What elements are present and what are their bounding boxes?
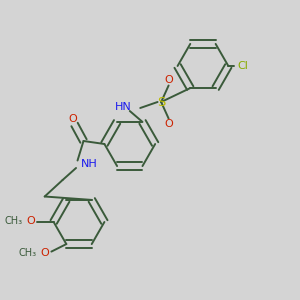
Text: HN: HN: [115, 101, 131, 112]
Text: O: O: [164, 75, 173, 85]
Text: S: S: [157, 95, 165, 109]
Text: O: O: [26, 216, 35, 226]
Text: CH₃: CH₃: [19, 248, 37, 258]
Text: O: O: [40, 248, 49, 258]
Text: NH: NH: [80, 159, 97, 169]
Text: O: O: [69, 114, 77, 124]
Text: CH₃: CH₃: [5, 216, 23, 226]
Text: Cl: Cl: [237, 61, 248, 71]
Text: O: O: [164, 119, 173, 129]
